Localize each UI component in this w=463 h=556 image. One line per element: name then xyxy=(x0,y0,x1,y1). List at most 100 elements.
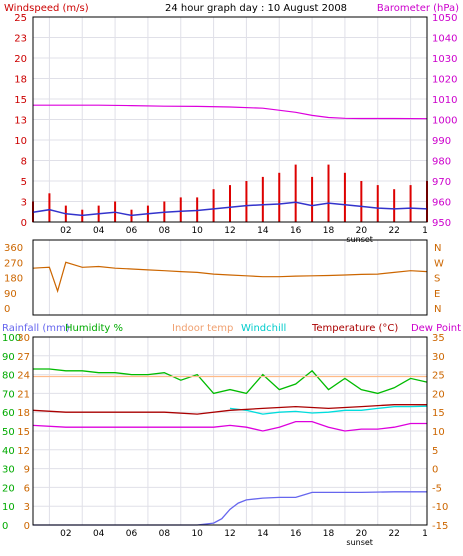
x-tick-label: 20 xyxy=(356,226,368,236)
x-tick-label: 12 xyxy=(224,529,235,539)
y-tick-label-rain: 18 xyxy=(17,408,30,419)
y-tick-label-right: N xyxy=(434,304,441,315)
rainfall-label: Rainfall (mm) xyxy=(2,323,70,334)
y-tick-label-right: 960 xyxy=(432,198,451,209)
y-tick-label-rain: 12 xyxy=(17,446,30,457)
y-tick-label-humidity: 10 xyxy=(2,502,15,513)
plot-frame xyxy=(32,16,428,223)
y-tick-label-rain: 24 xyxy=(17,371,30,382)
dewpoint-label: Dew Point xyxy=(411,323,461,334)
y-tick-label-rain: 15 xyxy=(17,427,30,438)
y-tick-label-temp: -10 xyxy=(432,502,448,513)
x-tick-label: 06 xyxy=(126,226,138,236)
y-tick-label-left: 0 xyxy=(4,304,10,315)
y-tick-label-right: 1050 xyxy=(432,13,457,24)
x-tick-label: 16 xyxy=(290,226,302,236)
y-tick-label-right: 990 xyxy=(432,136,451,147)
y-tick-label-left: 5 xyxy=(21,177,27,188)
x-tick-label: 18 xyxy=(323,529,335,539)
y-tick-label-left: 270 xyxy=(4,258,23,269)
y-tick-label-right: 1030 xyxy=(432,54,457,65)
x-tick-label: 16 xyxy=(290,529,302,539)
y-tick-label-left: 18 xyxy=(14,75,27,86)
y-tick-label-humidity: 60 xyxy=(2,408,15,419)
x-tick-label: 14 xyxy=(257,226,269,236)
wind-direction-line xyxy=(32,261,428,294)
x-tick-label: 02 xyxy=(60,529,71,539)
y-tick-label-left: 0 xyxy=(21,218,27,229)
y-tick-label-right: 1000 xyxy=(432,116,457,127)
x-tick-label: 14 xyxy=(257,529,269,539)
y-tick-label-temp: -5 xyxy=(432,483,442,494)
y-tick-label-humidity: 0 xyxy=(2,521,8,532)
y-tick-label-rain: 27 xyxy=(17,352,30,363)
y-tick-label-right: S xyxy=(434,274,440,285)
y-tick-label-temp: -15 xyxy=(432,521,448,532)
y-tick-label-right: 970 xyxy=(432,177,451,188)
x-tick-label: 02 xyxy=(60,226,71,236)
wind-barometer-panel: Windspeed (m/s) 24 hour graph day : 10 A… xyxy=(4,3,459,244)
y-tick-label-left: 180 xyxy=(4,274,23,285)
y-tick-label-left: 25 xyxy=(14,13,27,24)
temperature-label: Temperature (°C) xyxy=(311,323,398,334)
chart-title: 24 hour graph day : 10 August 2008 xyxy=(165,3,347,14)
y-tick-label-rain: 9 xyxy=(24,465,30,476)
x-tick-label: 08 xyxy=(159,226,171,236)
x-tick-label: 04 xyxy=(93,226,105,236)
y-tick-label-humidity: 50 xyxy=(2,427,15,438)
sunset-label: sunset xyxy=(346,538,373,547)
y-tick-label-rain: 30 xyxy=(17,333,30,344)
indoor-temp-label: Indoor temp xyxy=(172,323,233,334)
barometer-line xyxy=(33,104,428,120)
x-tick-label: 08 xyxy=(159,529,171,539)
x-tick-label: 10 xyxy=(191,529,203,539)
y-tick-label-humidity: 80 xyxy=(2,371,15,382)
y-tick-label-temp: 0 xyxy=(432,465,438,476)
dew-point-line xyxy=(32,420,427,432)
y-tick-label-left: 8 xyxy=(21,157,27,168)
y-tick-label-right: 980 xyxy=(432,157,451,168)
windchill-label: Windchill xyxy=(241,323,286,334)
plot-frame xyxy=(32,239,428,316)
x-tick-label: 12 xyxy=(224,226,235,236)
y-tick-label-temp: 30 xyxy=(432,352,445,363)
y-tick-label-left: 3 xyxy=(21,198,27,209)
x-tick-label: 10 xyxy=(191,226,203,236)
windspeed-axis-label: Windspeed (m/s) xyxy=(4,3,89,14)
y-tick-label-humidity: 40 xyxy=(2,446,15,457)
y-tick-label-humidity: 100 xyxy=(2,333,21,344)
y-tick-label-left: 360 xyxy=(4,243,23,254)
x-tick-label: 18 xyxy=(323,226,335,236)
y-tick-label-left: 15 xyxy=(14,95,27,106)
y-tick-label-rain: 0 xyxy=(24,521,30,532)
y-tick-label-left: 90 xyxy=(4,289,17,300)
x-tick-label: 22 xyxy=(388,529,399,539)
x-tick-label: 04 xyxy=(93,529,105,539)
y-tick-label-right: 950 xyxy=(432,218,451,229)
y-tick-label-rain: 6 xyxy=(24,483,30,494)
y-tick-label-left: 13 xyxy=(14,116,27,127)
y-tick-label-temp: 20 xyxy=(432,389,445,400)
temperature-panel: Rainfall (mm) Humidity % Indoor temp Win… xyxy=(2,323,461,547)
y-tick-label-right: 1020 xyxy=(432,75,457,86)
temperature-c-line xyxy=(32,404,427,415)
average-windspeed-line xyxy=(32,201,428,217)
y-tick-label-right: E xyxy=(434,289,440,300)
y-tick-label-right: N xyxy=(434,243,441,254)
y-tick-label-temp: 25 xyxy=(432,371,445,382)
x-tick-label: 1 xyxy=(422,529,428,539)
y-tick-label-left: 23 xyxy=(14,34,27,45)
y-tick-label-humidity: 20 xyxy=(2,483,15,494)
y-tick-label-right: 1010 xyxy=(432,95,457,106)
x-tick-label: 1 xyxy=(422,226,428,236)
y-tick-label-temp: 10 xyxy=(432,427,445,438)
x-tick-label: 20 xyxy=(356,529,368,539)
y-tick-label-left: 10 xyxy=(14,136,27,147)
humidity-line xyxy=(33,368,428,395)
y-tick-label-humidity: 90 xyxy=(2,352,15,363)
y-tick-label-temp: 15 xyxy=(432,408,445,419)
x-tick-label: 22 xyxy=(388,226,399,236)
y-tick-label-humidity: 70 xyxy=(2,389,15,400)
